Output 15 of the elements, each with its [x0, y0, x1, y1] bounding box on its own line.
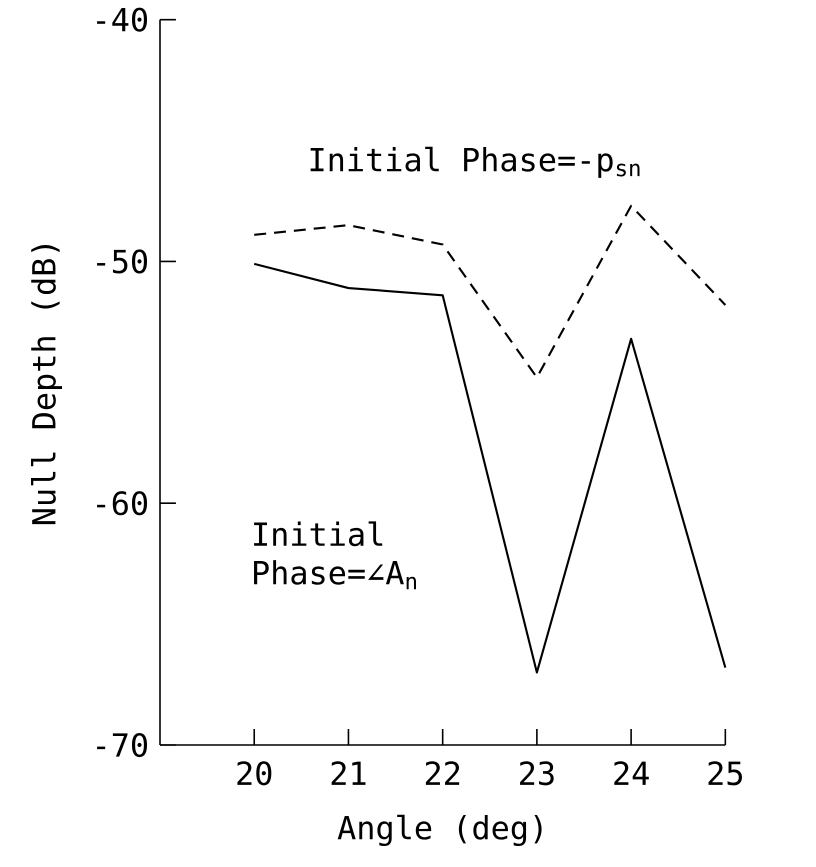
line-series	[253, 262, 726, 674]
y-tick-label: -40	[97, 8, 148, 32]
y-axis-title: Null Depth (dB)	[31, 245, 62, 524]
x-tick-label: 25	[708, 761, 742, 786]
x-tick-label: 23	[520, 761, 554, 786]
x-tick-label: 24	[614, 761, 649, 785]
y-tick-label: -60	[97, 491, 148, 516]
x-tick-label: 21	[332, 761, 366, 785]
y-tick-label: -70	[97, 732, 148, 758]
series-label: Initial Phase=-p$_{sn}$	[310, 146, 640, 178]
x-axis-title: Angle (deg)	[338, 814, 542, 846]
x-tick-label: 22	[426, 761, 460, 785]
y-tick-label: -50	[97, 249, 148, 274]
x-tick-label: 20	[237, 761, 272, 786]
text: Initial Phase=∠A$_{n}$	[254, 521, 416, 590]
